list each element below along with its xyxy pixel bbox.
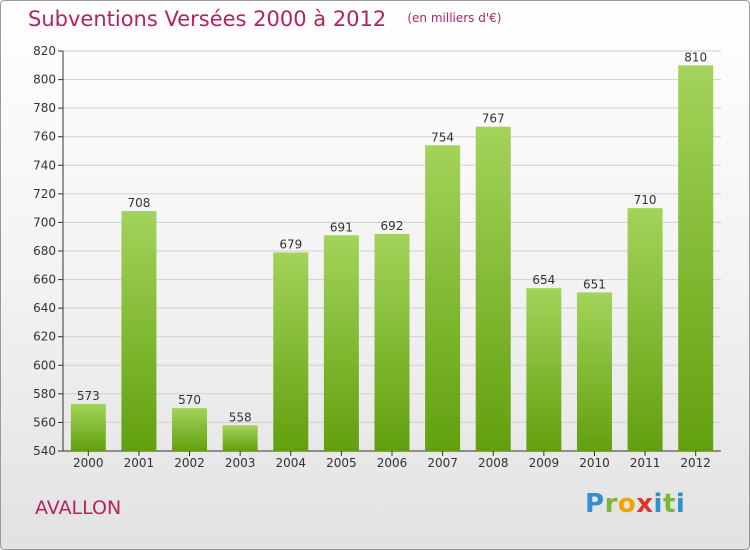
y-tick-label: 620	[33, 330, 56, 344]
data-label: 810	[684, 50, 707, 64]
x-tick-label: 2004	[275, 456, 306, 470]
bar	[678, 65, 714, 452]
y-tick-label: 800	[33, 73, 56, 87]
logo-letter: i	[653, 489, 663, 519]
x-tick-label: 2005	[326, 456, 357, 470]
logo-letter: r	[604, 489, 618, 519]
bar	[323, 235, 359, 451]
bar	[273, 252, 309, 451]
bars	[70, 65, 714, 452]
y-tick-label: 680	[33, 244, 56, 258]
bar	[526, 288, 562, 451]
logo-letter: x	[636, 489, 654, 519]
logo-letter: t	[662, 489, 676, 519]
bar	[374, 233, 410, 451]
y-tick-label: 560	[33, 415, 56, 429]
x-tick-label: 2008	[478, 456, 509, 470]
axes: 540 560 580 600 620 640 660 680 700 720 740 760 780 8…	[33, 44, 721, 470]
data-label: 692	[381, 219, 404, 233]
data-label: 754	[431, 130, 454, 144]
y-tick-label: 580	[33, 387, 56, 401]
data-label: 573	[77, 389, 100, 403]
bar	[121, 211, 157, 451]
y-tick-label: 600	[33, 358, 56, 372]
y-tick-label: 780	[33, 101, 56, 115]
title-row: Subventions Versées 2000 à 2012 (en mill…	[28, 7, 501, 31]
y-tick-label: 720	[33, 187, 56, 201]
bar	[222, 425, 258, 451]
logo-letter: i	[675, 489, 686, 519]
data-label: 691	[330, 220, 353, 234]
chart-title: Subventions Versées 2000 à 2012	[28, 7, 387, 31]
proxiti-logo[interactable]: Proxiti	[585, 489, 685, 519]
logo-letter: P	[585, 489, 605, 519]
x-tick-label: 2012	[680, 456, 711, 470]
x-tick-label: 2001	[124, 456, 155, 470]
x-tick-label: 2009	[529, 456, 560, 470]
x-tick-label: 2006	[377, 456, 408, 470]
y-tick-label: 820	[33, 44, 56, 58]
data-label: 679	[279, 237, 302, 251]
bar	[425, 145, 461, 452]
x-tick-label: 2002	[174, 456, 205, 470]
x-tick-label: 2007	[427, 456, 458, 470]
data-labels: 573 708 570 558 679 691 692 754 767 654 651 710 810	[77, 50, 707, 424]
data-label: 558	[229, 410, 252, 424]
x-tick-label: 2000	[73, 456, 104, 470]
data-label: 708	[127, 196, 150, 210]
data-label: 651	[583, 277, 606, 291]
data-label: 570	[178, 393, 201, 407]
bar	[172, 408, 208, 451]
bar	[475, 126, 511, 451]
bar	[70, 403, 106, 451]
bar	[576, 292, 612, 451]
logo-letter: o	[617, 489, 637, 519]
data-label: 710	[634, 193, 657, 207]
data-label: 654	[532, 273, 555, 287]
commune-name: AVALLON	[35, 497, 122, 519]
y-tick-label: 540	[33, 444, 56, 458]
y-tick-label: 700	[33, 215, 56, 229]
y-tick-label: 740	[33, 158, 56, 172]
x-tick-label: 2010	[579, 456, 610, 470]
y-tick-label: 640	[33, 301, 56, 315]
y-tick-label: 660	[33, 273, 56, 287]
data-label: 767	[482, 112, 505, 126]
chart-subtitle: (en milliers d'€)	[407, 11, 502, 25]
x-tick-label: 2011	[630, 456, 661, 470]
y-tick-label: 760	[33, 130, 56, 144]
x-tick-label: 2003	[225, 456, 256, 470]
bar	[627, 208, 663, 451]
